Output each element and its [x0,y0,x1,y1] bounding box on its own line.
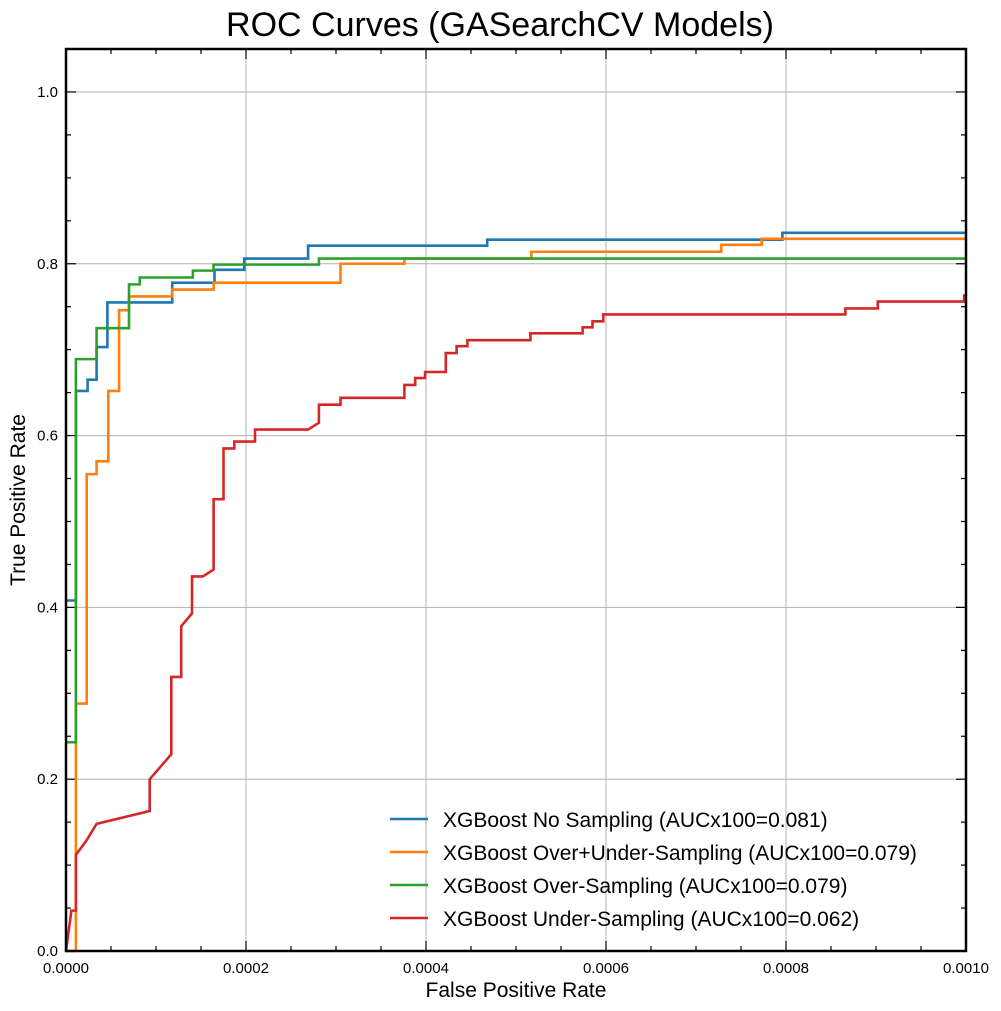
y-tick-label: 0.0 [37,943,58,960]
y-tick-label: 0.6 [37,428,58,445]
y-tick-label: 1.0 [37,84,58,101]
series-lines [64,231,966,953]
x-tick-label: 0.0006 [583,960,629,977]
x-tick-label: 0.0002 [223,960,269,977]
y-axis-label: True Positive Rate [7,414,30,586]
x-tick-label: 0.0010 [943,960,989,977]
y-tick-label: 0.2 [37,771,58,788]
legend-label: XGBoost No Sampling (AUCx100=0.081) [443,809,828,832]
y-tick-label: 0.4 [37,599,58,616]
x-tick-labels: 0.0000 0.0002 0.0004 0.0006 0.0008 0.0010 [43,960,989,977]
series-line-4 [64,294,966,952]
series-line-1 [66,231,966,602]
x-tick-label: 0.0008 [763,960,809,977]
series-line-3 [66,257,966,744]
legend-label: XGBoost Over-Sampling (AUCx100=0.079) [443,875,847,898]
legend: XGBoost No Sampling (AUCx100=0.081) XGBoo… [390,809,917,931]
y-tick-labels: 0.0 0.2 0.4 0.6 0.8 1.0 [37,84,58,960]
plot-frame [64,47,968,953]
x-tick-label: 0.0004 [403,960,449,977]
legend-label: XGBoost Over+Under-Sampling (AUCx100=0.0… [443,842,917,865]
y-tick-label: 0.8 [37,256,58,273]
x-tick-label: 0.0000 [43,960,89,977]
series-line-2 [66,237,966,953]
chart-title: ROC Curves (GASearchCV Models) [226,6,774,44]
legend-label: XGBoost Under-Sampling (AUCx100=0.062) [443,908,859,931]
x-axis-label: False Positive Rate [426,979,607,1002]
